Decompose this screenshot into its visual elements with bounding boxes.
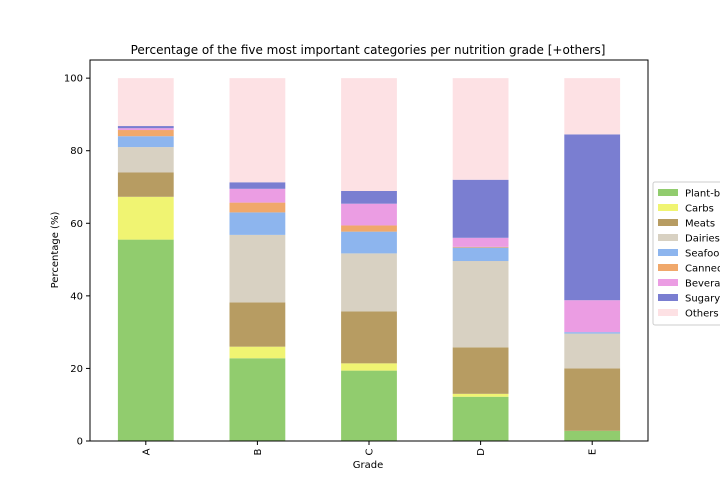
- y-tick-label: 80: [70, 146, 83, 157]
- bar-segment: [229, 302, 286, 347]
- x-tick-label: C: [365, 448, 376, 455]
- bar-segment: [229, 212, 286, 235]
- bar-segment: [452, 247, 509, 262]
- y-axis-label: Percentage (%): [50, 212, 61, 289]
- bar-segment: [229, 182, 286, 189]
- bar-segment: [341, 78, 397, 191]
- legend-swatch: [658, 234, 678, 241]
- legend-label: Seafoo: [685, 249, 719, 260]
- bar-segment: [452, 393, 509, 397]
- x-tick-label: D: [476, 448, 487, 456]
- bar-segment: [229, 234, 286, 303]
- legend-swatch: [658, 294, 678, 301]
- legend-swatch: [658, 189, 678, 196]
- legend-swatch: [658, 264, 678, 271]
- x-axis-label: Grade: [353, 460, 384, 471]
- bar-segment: [564, 300, 621, 333]
- bar-segment: [564, 368, 621, 431]
- x-tick-label: A: [141, 448, 152, 455]
- bar-segment: [564, 78, 621, 135]
- bar-segment: [452, 237, 509, 247]
- bar-segment: [229, 78, 286, 183]
- legend-label: Others: [685, 309, 719, 320]
- bar-segment: [117, 172, 174, 197]
- bar-segment: [452, 261, 509, 348]
- bar-segment: [341, 231, 397, 254]
- bar-segment: [229, 188, 286, 203]
- bar-segment: [117, 239, 174, 441]
- y-tick-label: 40: [70, 291, 83, 302]
- x-tick-label: B: [253, 448, 264, 455]
- bar-segment: [229, 358, 286, 441]
- bar-segment: [452, 179, 509, 238]
- y-tick-label: 0: [77, 437, 83, 448]
- legend-swatch: [658, 249, 678, 256]
- bar-segment: [229, 346, 286, 359]
- bar-segment: [117, 147, 174, 173]
- legend-label: Sugary: [685, 294, 720, 305]
- y-tick-label: 100: [64, 74, 83, 85]
- bar-segment: [452, 396, 509, 441]
- legend-label: Canned: [685, 264, 720, 275]
- legend-label: Meats: [685, 219, 715, 230]
- legend-swatch: [658, 309, 678, 316]
- legend-swatch: [658, 219, 678, 226]
- legend-swatch: [658, 204, 678, 211]
- bar-segment: [341, 363, 397, 371]
- bar-segment: [452, 246, 509, 248]
- bar-segment: [341, 190, 397, 204]
- bar-segment: [341, 225, 397, 232]
- bar-segment: [117, 136, 174, 148]
- legend-swatch: [658, 279, 678, 286]
- y-tick-label: 20: [70, 364, 83, 375]
- bar-segment: [564, 332, 621, 334]
- bars-layer: [117, 78, 621, 441]
- legend: Plant-b Carbs Meats Dairies Seafoo Canned Beve…: [652, 181, 720, 326]
- bar-segment: [564, 134, 621, 301]
- bar-segment: [452, 78, 509, 180]
- legend-label: Bevera: [685, 279, 720, 290]
- bar-segment: [452, 347, 509, 394]
- bar-segment: [341, 253, 397, 312]
- bar-segment: [117, 78, 174, 127]
- bar-segment: [117, 130, 174, 137]
- chart-title: Percentage of the five most important ca…: [131, 43, 606, 57]
- bar-segment: [117, 196, 174, 240]
- bar-segment: [117, 128, 174, 131]
- y-axis: 0 20 40 60 80 100: [64, 74, 90, 448]
- x-tick-label: E: [588, 449, 599, 455]
- legend-label: Plant-b: [685, 189, 720, 200]
- legend-label: Dairies: [685, 234, 720, 245]
- bar-segment: [564, 430, 621, 441]
- bar-segment: [341, 203, 397, 226]
- x-axis: A B C D E: [141, 441, 599, 456]
- bar-segment: [229, 202, 286, 213]
- y-tick-label: 60: [70, 219, 83, 230]
- bar-segment: [341, 370, 397, 441]
- legend-label: Carbs: [685, 204, 714, 215]
- legend-frame: [652, 181, 720, 326]
- bar-segment: [341, 311, 397, 364]
- bar-segment: [117, 126, 174, 129]
- bar-segment: [564, 333, 621, 369]
